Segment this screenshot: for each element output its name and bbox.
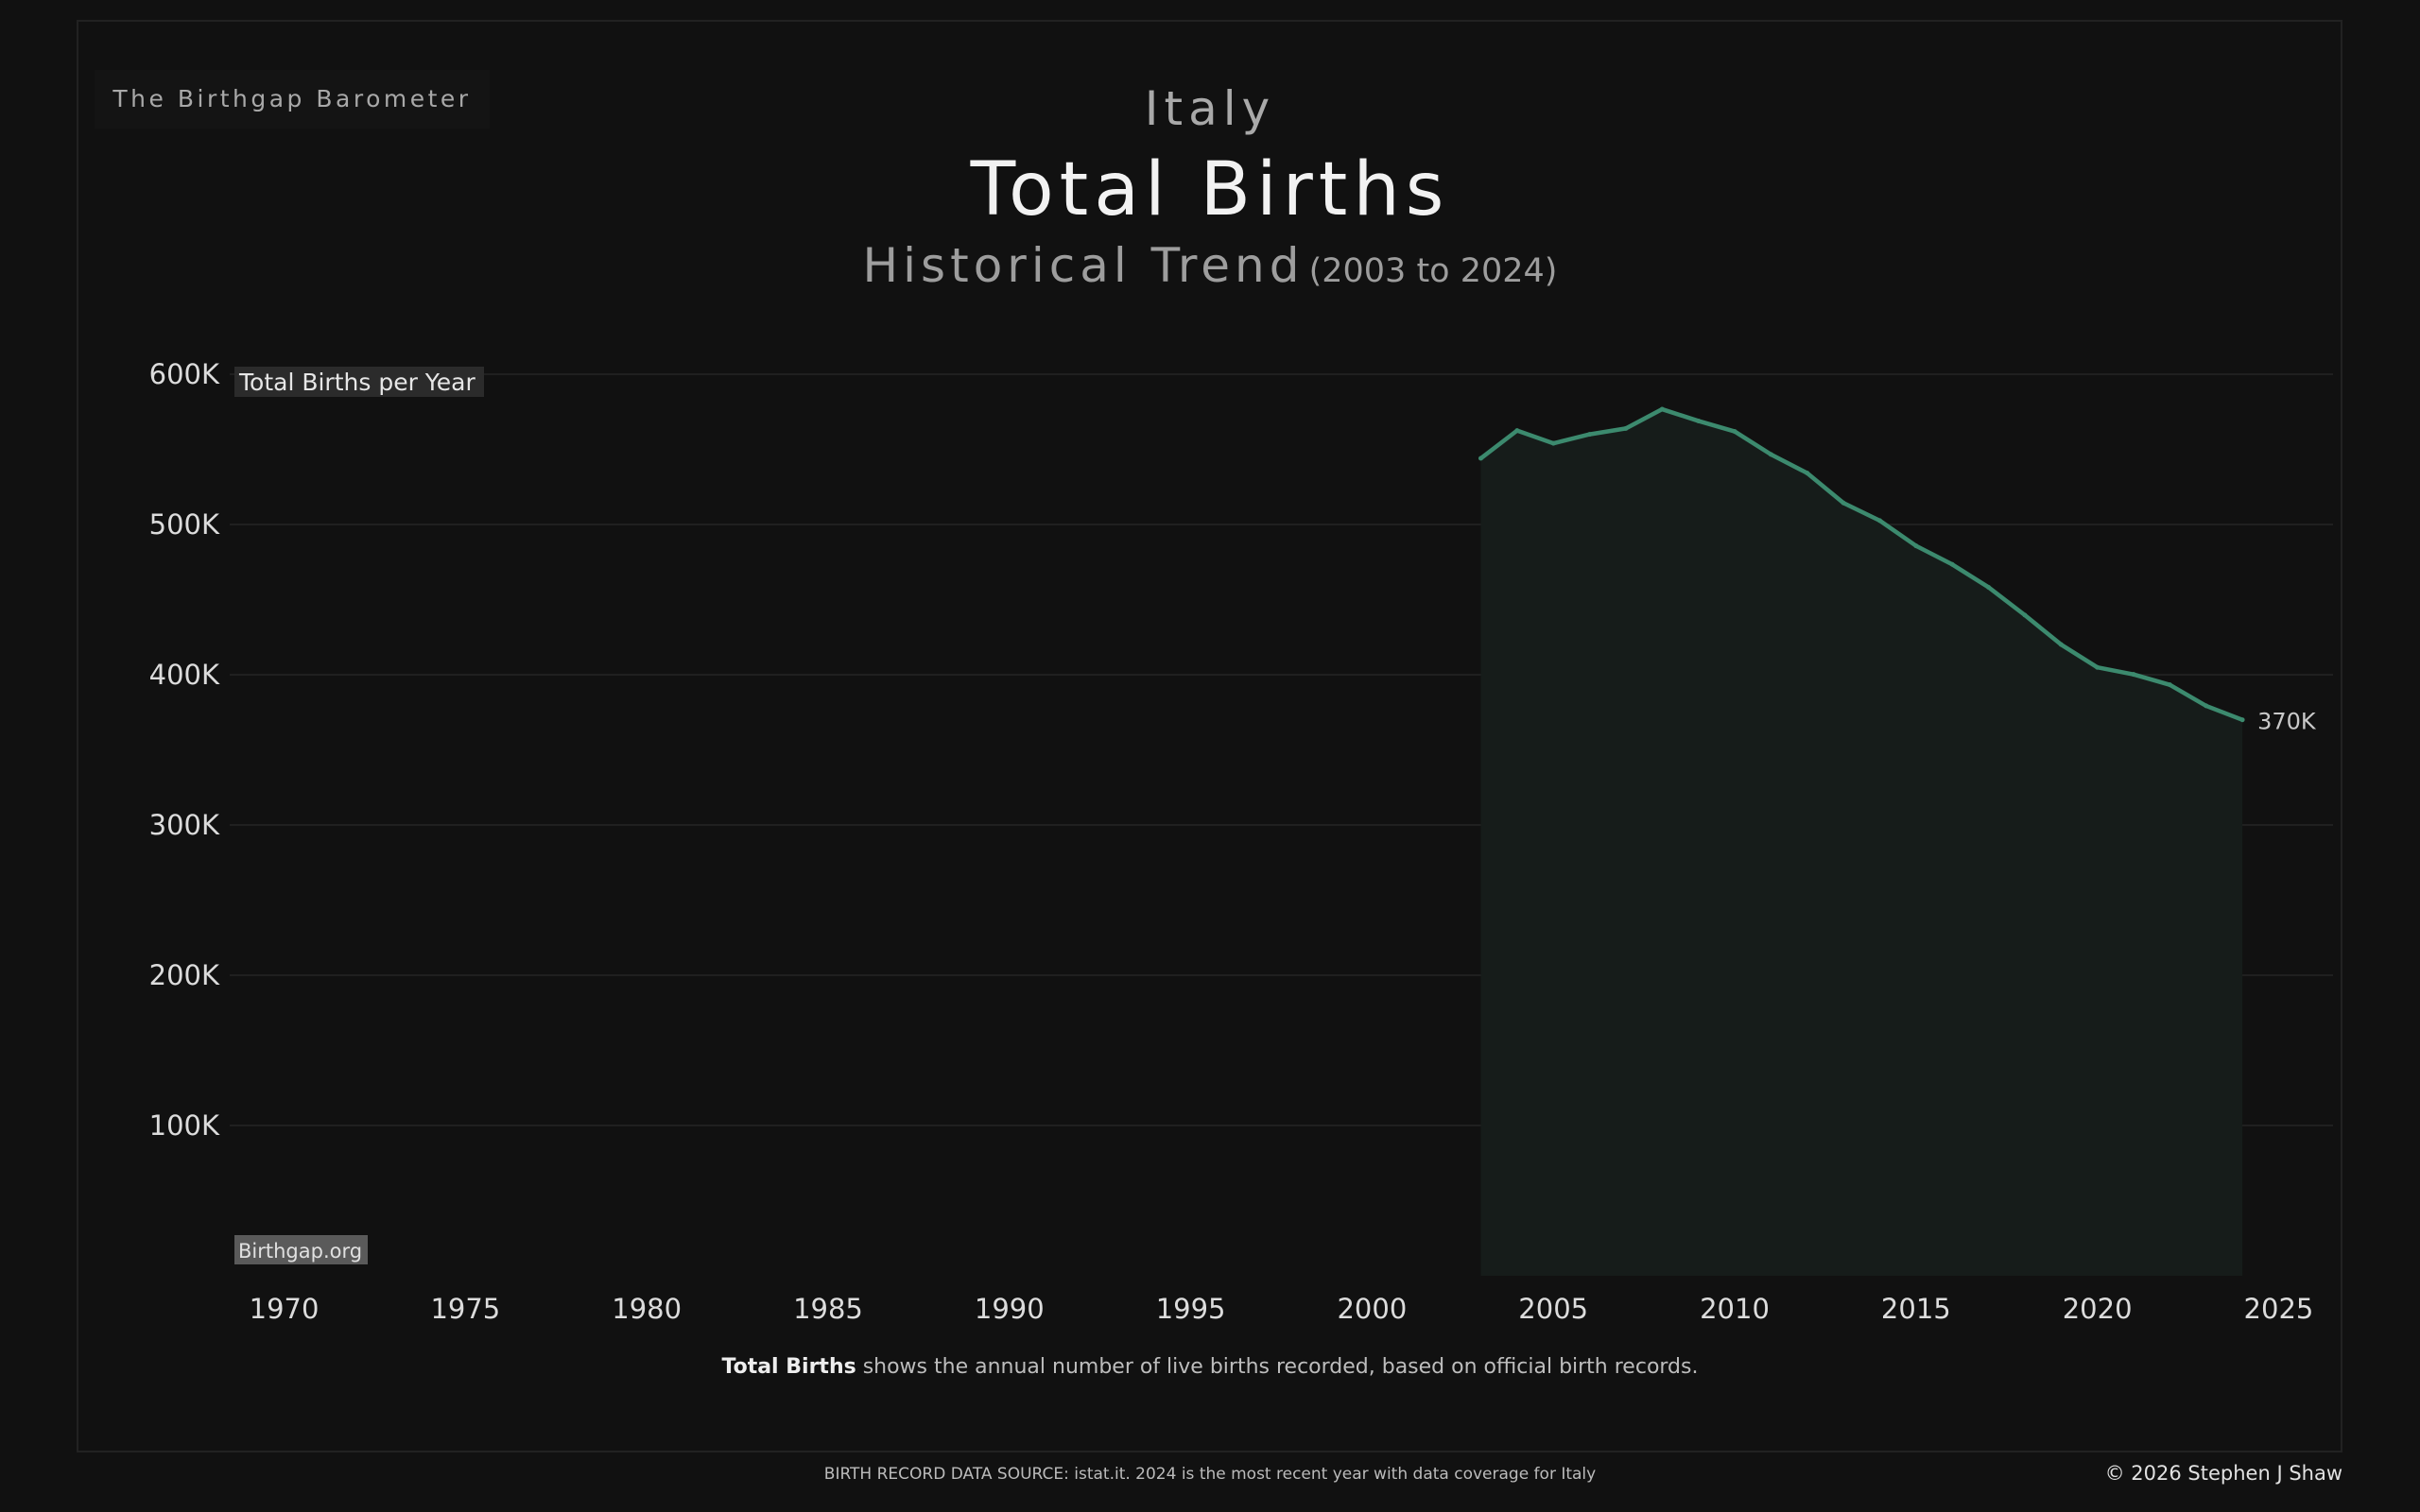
data-point bbox=[1550, 440, 1556, 446]
x-tick-label: 2020 bbox=[2063, 1293, 2133, 1325]
data-point bbox=[2095, 664, 2100, 670]
x-tick-label: 1975 bbox=[430, 1293, 500, 1325]
y-tick-label: 100K bbox=[149, 1109, 220, 1142]
dashboard-frame bbox=[77, 20, 2342, 1452]
data-point bbox=[2239, 717, 2245, 723]
data-point bbox=[1805, 471, 1810, 476]
x-tick-label: 2010 bbox=[1700, 1293, 1770, 1325]
data-point bbox=[1732, 429, 1737, 435]
source-note: BIRTH RECORD DATA SOURCE: istat.it. 2024… bbox=[823, 1465, 1597, 1484]
births-line bbox=[1479, 406, 2243, 722]
data-point bbox=[1913, 543, 1919, 549]
y-tick-label: 400K bbox=[149, 659, 220, 691]
data-point bbox=[2058, 642, 2064, 647]
y-tick-label: 200K bbox=[149, 959, 220, 991]
data-point bbox=[1876, 518, 1882, 524]
caption-bold: Total Births bbox=[721, 1355, 856, 1379]
data-point bbox=[1949, 561, 1955, 567]
x-tick-label: 1980 bbox=[612, 1293, 682, 1325]
x-tick-label: 2015 bbox=[1881, 1293, 1951, 1325]
data-point bbox=[1623, 425, 1629, 431]
x-tick-label: 1995 bbox=[1156, 1293, 1226, 1325]
watermark: Birthgap.org bbox=[238, 1240, 362, 1263]
x-tick-label: 2025 bbox=[2244, 1293, 2314, 1325]
measure-label-box bbox=[234, 367, 484, 397]
data-point bbox=[1768, 452, 1773, 457]
subtitle: Historical Trend bbox=[862, 238, 1305, 293]
subtitle-line: Historical Trend (2003 to 2024) bbox=[0, 238, 2420, 293]
y-tick-label: 500K bbox=[149, 508, 220, 541]
page-title: Total Births bbox=[970, 147, 1450, 232]
y-tick-label: 600K bbox=[149, 358, 220, 390]
data-point bbox=[1696, 418, 1702, 423]
data-point bbox=[1514, 428, 1520, 434]
brand-label: The Birthgap Barometer bbox=[95, 70, 490, 129]
caption-text: shows the annual number of live births r… bbox=[856, 1355, 1699, 1379]
x-tick-label: 2000 bbox=[1337, 1293, 1407, 1325]
x-tick-label: 1970 bbox=[250, 1293, 320, 1325]
data-point bbox=[1478, 455, 1483, 461]
x-tick-label: 2005 bbox=[1518, 1293, 1588, 1325]
data-point bbox=[2167, 682, 2172, 688]
x-tick-label: 1990 bbox=[975, 1293, 1045, 1325]
end-value-label: 370K bbox=[2257, 709, 2317, 735]
data-point bbox=[2022, 612, 2028, 618]
measure-label: Total Births per Year bbox=[238, 369, 475, 396]
data-point bbox=[2204, 703, 2209, 709]
watermark-box bbox=[234, 1235, 368, 1264]
data-point bbox=[1587, 432, 1593, 438]
data-point bbox=[2131, 672, 2136, 678]
subtitle-range: (2003 to 2024) bbox=[1308, 252, 1558, 290]
data-point bbox=[1659, 406, 1665, 412]
data-point bbox=[1841, 500, 1846, 506]
births-area bbox=[1480, 409, 2243, 1276]
copyright: © 2026 Stephen J Shaw bbox=[2104, 1462, 2342, 1485]
chart-caption: Total Births shows the annual number of … bbox=[0, 1355, 2420, 1379]
x-tick-label: 1985 bbox=[793, 1293, 863, 1325]
y-tick-label: 300K bbox=[149, 809, 220, 841]
data-point bbox=[1986, 584, 1992, 590]
country-heading: Italy bbox=[1144, 81, 1276, 136]
